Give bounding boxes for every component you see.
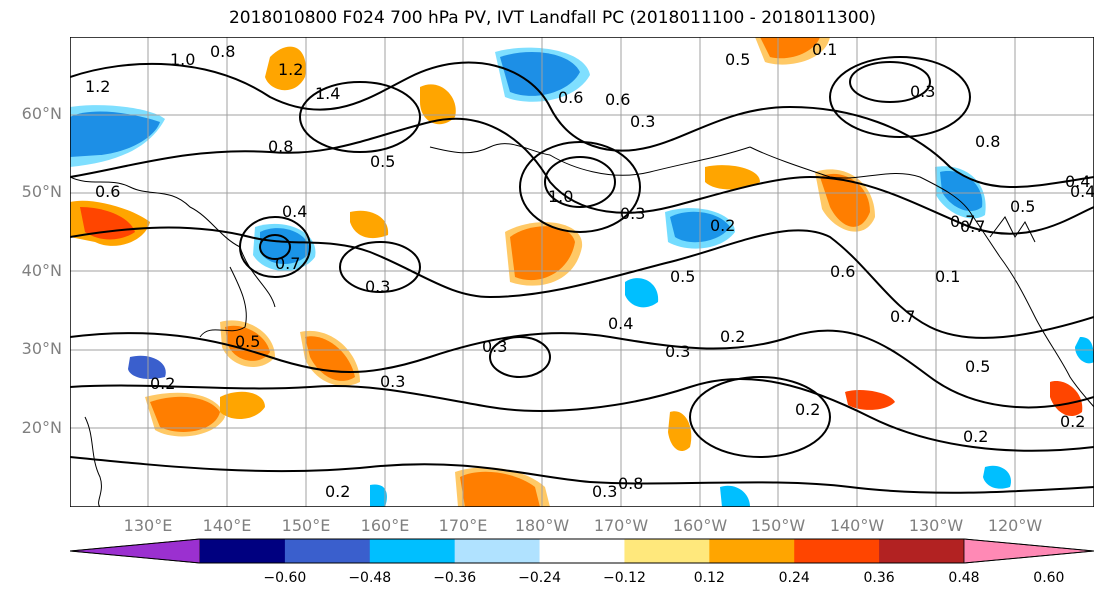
lat-label: 20°N: [21, 418, 62, 437]
colorbar-segment: [369, 539, 456, 563]
colorbar-tick-label: −0.36: [433, 570, 477, 586]
colorbar-tick-label: 0.60: [1033, 570, 1065, 586]
contour-label: 0.8: [618, 474, 643, 493]
lon-label: 160°E: [360, 516, 410, 535]
lon-label: 150°E: [281, 516, 331, 535]
contour-label: 0.4: [1070, 182, 1094, 201]
lon-label: 160°W: [672, 516, 728, 535]
contour-labels: 1.0 0.8 1.2 1.4 1.2 0.6 0.5 0.8 0.4 0.3 …: [85, 40, 1094, 501]
contour-label: 0.5: [725, 50, 750, 69]
colorbar-segment: [454, 539, 541, 563]
contour-label: 0.5: [370, 152, 395, 171]
graticule-grid: [70, 37, 1094, 507]
lon-label: 140°W: [829, 516, 885, 535]
colorbar-segment: [539, 539, 625, 563]
lon-label: 120°W: [987, 516, 1043, 535]
contour-label: 1.0: [170, 50, 195, 69]
contour-label: 0.2: [710, 216, 735, 235]
contour-label: 0.6: [95, 182, 120, 201]
contour-label: 0.7: [960, 217, 985, 236]
colorbar-extend-max: [963, 538, 1094, 564]
colorbar-segment: [709, 539, 795, 563]
lat-label: 30°N: [21, 339, 62, 358]
lon-label: 140°E: [202, 516, 252, 535]
contour-label: 0.3: [620, 204, 645, 223]
contour-label: 0.8: [210, 42, 235, 61]
lon-label: 150°W: [750, 516, 806, 535]
lon-label: 130°W: [908, 516, 964, 535]
contour-label: 0.8: [975, 132, 1000, 151]
contour-label: 0.4: [282, 202, 307, 221]
lon-label: 170°W: [593, 516, 649, 535]
contour-label: 0.5: [235, 332, 260, 351]
contour-label: 0.3: [365, 277, 390, 296]
contour-label: 0.2: [963, 427, 988, 446]
contour-label: 0.2: [795, 400, 820, 419]
colorbar-tick-label: 0.24: [778, 570, 810, 586]
contour-label: 0.5: [1010, 197, 1035, 216]
contour-label: 0.4: [608, 314, 633, 333]
colorbar-tick-label: 0.12: [693, 570, 725, 586]
contour-label: 0.6: [558, 88, 583, 107]
colorbar-tick-label: −0.60: [263, 570, 307, 586]
colorbar: [70, 538, 1094, 564]
contour-label: 0.2: [150, 374, 175, 393]
contour-label: 0.1: [812, 40, 837, 59]
contour-label: 0.7: [950, 212, 975, 231]
contour-label: 0.3: [592, 482, 617, 501]
lat-label: 60°N: [21, 104, 62, 123]
pv-anomaly-shading: [70, 37, 1094, 507]
colorbar-tick-label: −0.24: [518, 570, 561, 586]
contour-label: 0.8: [268, 137, 293, 156]
contour-label: 0.3: [380, 372, 405, 391]
lon-label: 180°W: [514, 516, 570, 535]
lat-label: 50°N: [21, 182, 62, 201]
contour-label: 0.1: [935, 267, 960, 286]
contour-label: 0.3: [665, 342, 690, 361]
colorbar-segment: [794, 539, 880, 563]
lat-label: 40°N: [21, 261, 62, 280]
colorbar-segment: [879, 539, 965, 563]
contour-label: 0.7: [275, 254, 300, 273]
contour-label: 1.0: [548, 187, 573, 206]
contour-label: 0.2: [325, 482, 350, 501]
colorbar-tick-label: 0.48: [948, 570, 980, 586]
colorbar-extend-min: [70, 538, 201, 564]
contour-label: 0.3: [630, 112, 655, 131]
contour-label: 0.3: [910, 82, 935, 101]
colorbar-segment: [200, 539, 286, 563]
colorbar-tick-label: −0.48: [348, 570, 392, 586]
contour-label: 0.6: [605, 90, 630, 109]
contour-label: 0.7: [890, 307, 915, 326]
colorbar-tick-label: 0.36: [863, 570, 895, 586]
colorbar-tick-label: −0.12: [602, 570, 646, 586]
contour-label: 0.2: [1060, 412, 1085, 431]
colorbar-segment: [624, 539, 710, 563]
contour-label: 0.4: [1065, 172, 1090, 191]
contour-label: 0.3: [482, 337, 507, 356]
contour-label: 0.5: [670, 267, 695, 286]
lon-label: 130°E: [123, 516, 173, 535]
colorbar-outline: [70, 538, 1094, 564]
pv-contours: [70, 56, 1094, 494]
map-title: 2018010800 F024 700 hPa PV, IVT Landfall…: [228, 8, 876, 28]
map-panel: 1.0 0.8 1.2 1.4 1.2 0.6 0.5 0.8 0.4 0.3 …: [70, 37, 1094, 507]
contour-label: 1.2: [278, 60, 303, 79]
contour-label: 1.2: [85, 77, 110, 96]
contour-label: 0.2: [720, 327, 745, 346]
lon-label: 170°E: [438, 516, 488, 535]
coastlines: [70, 143, 1094, 507]
contour-label: 1.4: [315, 84, 340, 103]
contour-label: 0.6: [830, 262, 855, 281]
colorbar-segment: [284, 539, 371, 563]
contour-label: 0.5: [965, 357, 990, 376]
